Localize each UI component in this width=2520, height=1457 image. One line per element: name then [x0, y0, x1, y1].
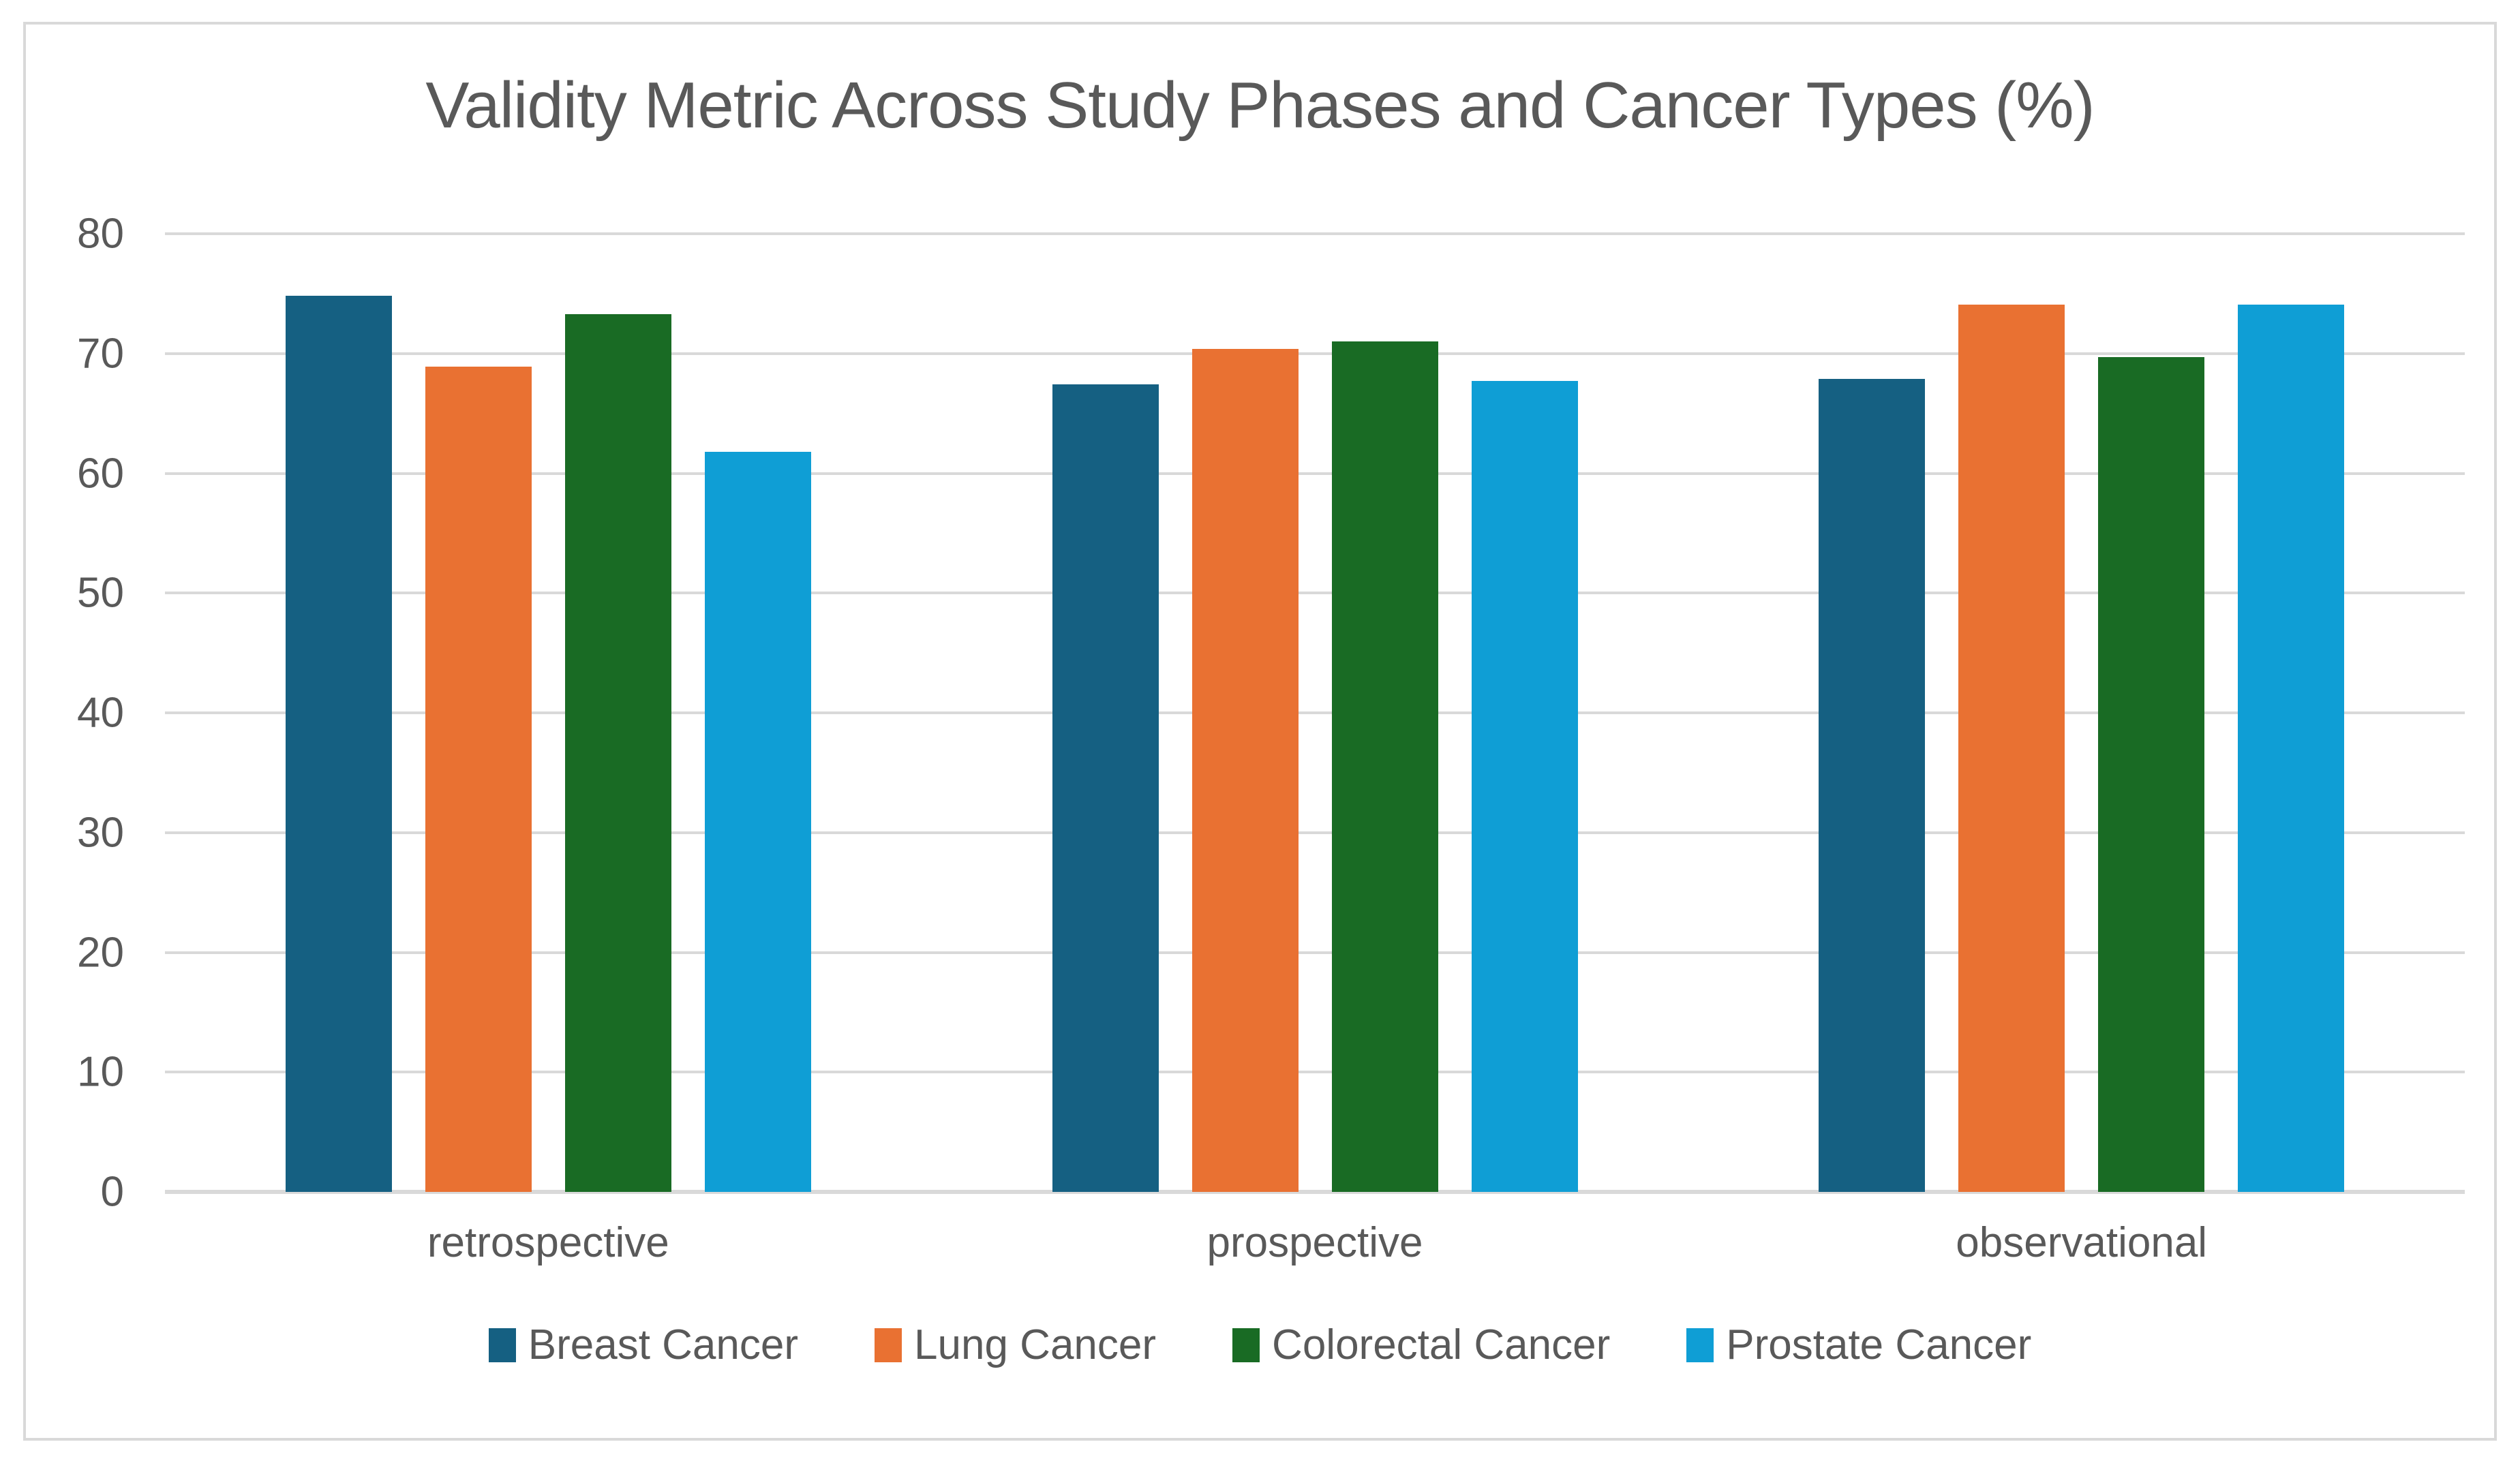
legend-label: Colorectal Cancer — [1272, 1321, 1611, 1368]
bar-groups-layer — [165, 234, 2465, 1192]
gridline-20 — [165, 951, 2465, 954]
bar-observational-lung-cancer — [1958, 304, 2065, 1192]
y-tick-label-50: 50 — [77, 569, 124, 617]
y-tick-label-20: 20 — [77, 929, 124, 976]
chart-title: Validity Metric Across Study Phases and … — [425, 69, 2095, 142]
x-category-label-observational: observational — [1956, 1219, 2208, 1266]
bar-retrospective-prostate-cancer — [704, 451, 811, 1192]
x-category-label-retrospective: retrospective — [427, 1219, 669, 1266]
legend: Breast Cancer Lung Cancer Colorectal Cance… — [0, 1321, 2520, 1369]
legend-item-prostate-cancer: Prostate Cancer — [1686, 1321, 2031, 1369]
gridline-80 — [165, 232, 2465, 235]
y-axis-tick-labels: 0 10 20 30 40 50 60 70 80 — [0, 211, 124, 1216]
bar-prospective-colorectal-cancer — [1331, 341, 1438, 1192]
legend-label: Breast Cancer — [528, 1321, 799, 1368]
legend-item-breast-cancer: Breast Cancer — [488, 1321, 799, 1369]
legend-swatch-icon — [1686, 1328, 1714, 1362]
gridline-0 — [165, 1190, 2465, 1194]
gridline-40 — [165, 711, 2465, 714]
bar-group-retrospective — [165, 234, 932, 1192]
bar-prospective-breast-cancer — [1052, 384, 1159, 1192]
legend-item-lung-cancer: Lung Cancer — [875, 1321, 1156, 1369]
bar-observational-prostate-cancer — [2238, 304, 2345, 1192]
legend-swatch-icon — [875, 1328, 902, 1362]
legend-label: Lung Cancer — [914, 1321, 1157, 1368]
gridline-70 — [165, 352, 2465, 355]
legend-item-colorectal-cancer: Colorectal Cancer — [1232, 1321, 1610, 1369]
gridline-30 — [165, 831, 2465, 834]
bar-retrospective-lung-cancer — [425, 367, 532, 1192]
x-axis-category-labels: retrospective prospective observational — [165, 1218, 2465, 1267]
y-tick-label-10: 10 — [77, 1048, 124, 1096]
legend-swatch-icon — [1232, 1328, 1260, 1362]
gridline-60 — [165, 472, 2465, 475]
y-tick-label-40: 40 — [77, 689, 124, 737]
x-category-label-prospective: prospective — [1206, 1219, 1423, 1266]
bar-prospective-prostate-cancer — [1471, 381, 1578, 1192]
y-tick-label-80: 80 — [77, 210, 124, 258]
y-tick-label-30: 30 — [77, 809, 124, 857]
y-tick-label-60: 60 — [77, 450, 124, 497]
gridline-10 — [165, 1071, 2465, 1074]
legend-label: Prostate Cancer — [1726, 1321, 2032, 1368]
bar-observational-colorectal-cancer — [2098, 357, 2205, 1192]
gridline-50 — [165, 592, 2465, 595]
bar-group-observational — [1698, 234, 2465, 1192]
legend-swatch-icon — [488, 1328, 516, 1362]
bar-observational-breast-cancer — [1819, 378, 1926, 1192]
bar-retrospective-breast-cancer — [285, 296, 392, 1192]
bar-retrospective-colorectal-cancer — [564, 313, 671, 1192]
bar-group-prospective — [932, 234, 1699, 1192]
bar-prospective-lung-cancer — [1191, 348, 1299, 1192]
y-tick-label-70: 70 — [77, 330, 124, 378]
plot-area — [165, 232, 2465, 1194]
y-tick-label-0: 0 — [100, 1168, 124, 1216]
